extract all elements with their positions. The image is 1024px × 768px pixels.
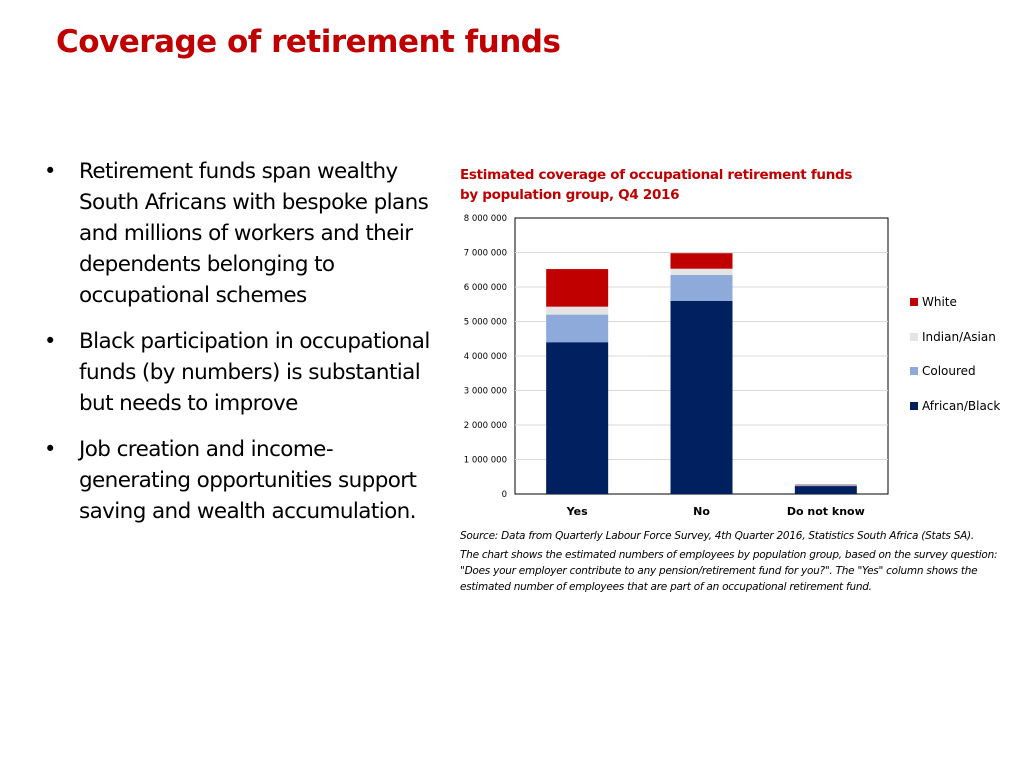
bullet-text: Retirement funds span wealthy South Afri…: [79, 159, 429, 308]
y-tick-label: 2 000 000: [464, 421, 507, 431]
y-tick-label: 1 000 000: [464, 456, 507, 466]
y-tick-label: 4 000 000: [464, 352, 507, 362]
bar-segment: [794, 485, 857, 487]
y-tick-label: 6 000 000: [464, 283, 507, 293]
bar-segment: [546, 314, 609, 343]
bar-segment: [670, 268, 733, 275]
legend-label: Indian/Asian: [922, 329, 996, 344]
legend-label: African/Black: [922, 398, 1001, 413]
source-text: Source: Data from Quarterly Labour Force…: [460, 530, 974, 542]
chart-title-line: by population group, Q4 2016: [460, 187, 680, 203]
bullet-list: • Retirement funds span wealthy South Afr…: [44, 156, 436, 542]
bullet-dot: •: [44, 329, 56, 353]
x-tick-label: Do not know: [787, 505, 865, 518]
x-tick-label: Yes: [566, 505, 588, 518]
legend-swatch: [910, 298, 918, 306]
bar-segment: [546, 342, 609, 494]
bar-segment: [670, 274, 733, 301]
bar-segment: [670, 300, 733, 494]
bullet-item: • Retirement funds span wealthy South Afr…: [44, 156, 436, 311]
legend-swatch: [910, 332, 918, 341]
y-tick-label: 7 000 000: [464, 249, 507, 259]
bullet-item: • Job creation and income-generating oppo…: [44, 434, 436, 527]
y-tick-label: 3 000 000: [464, 387, 507, 397]
legend-label: Coloured: [922, 364, 976, 378]
bar-segment: [794, 486, 857, 494]
legend-item: Coloured: [910, 364, 976, 378]
bullet-text: Black participation in occupational fund…: [79, 329, 430, 416]
legend-item: Indian/Asian: [910, 330, 996, 344]
chart-note: The chart shows the estimated numbers of…: [460, 549, 998, 593]
chart-title-line: Estimated coverage of occupational retir…: [460, 167, 853, 183]
legend-label: White: [922, 295, 957, 309]
chart-title: Estimated coverage of occupational retir…: [460, 165, 880, 205]
slide-title: Coverage of retirement funds: [56, 24, 561, 60]
legend-item: White: [910, 295, 957, 309]
stacked-bar-chart: 0 1 000 000 2 000 000 3 000 000 4 000 000 5 0…: [464, 214, 889, 518]
y-tick-label: 0: [502, 490, 507, 500]
legend-item: African/Black: [910, 399, 1000, 413]
legend-swatch: [910, 367, 918, 375]
bullet-item: • Black participation in occupational fun…: [44, 326, 436, 419]
x-tick-label: No: [693, 505, 710, 518]
bar-segment: [546, 269, 609, 307]
y-tick-label: 8 000 000: [464, 214, 507, 224]
bullet-dot: •: [44, 437, 56, 461]
bullet-text: Job creation and income-generating oppor…: [79, 437, 417, 524]
bar-segment: [670, 253, 733, 269]
bar-segment: [546, 306, 609, 315]
y-tick-label: 5 000 000: [464, 318, 507, 328]
bullet-dot: •: [44, 159, 56, 183]
legend-swatch: [910, 401, 918, 410]
